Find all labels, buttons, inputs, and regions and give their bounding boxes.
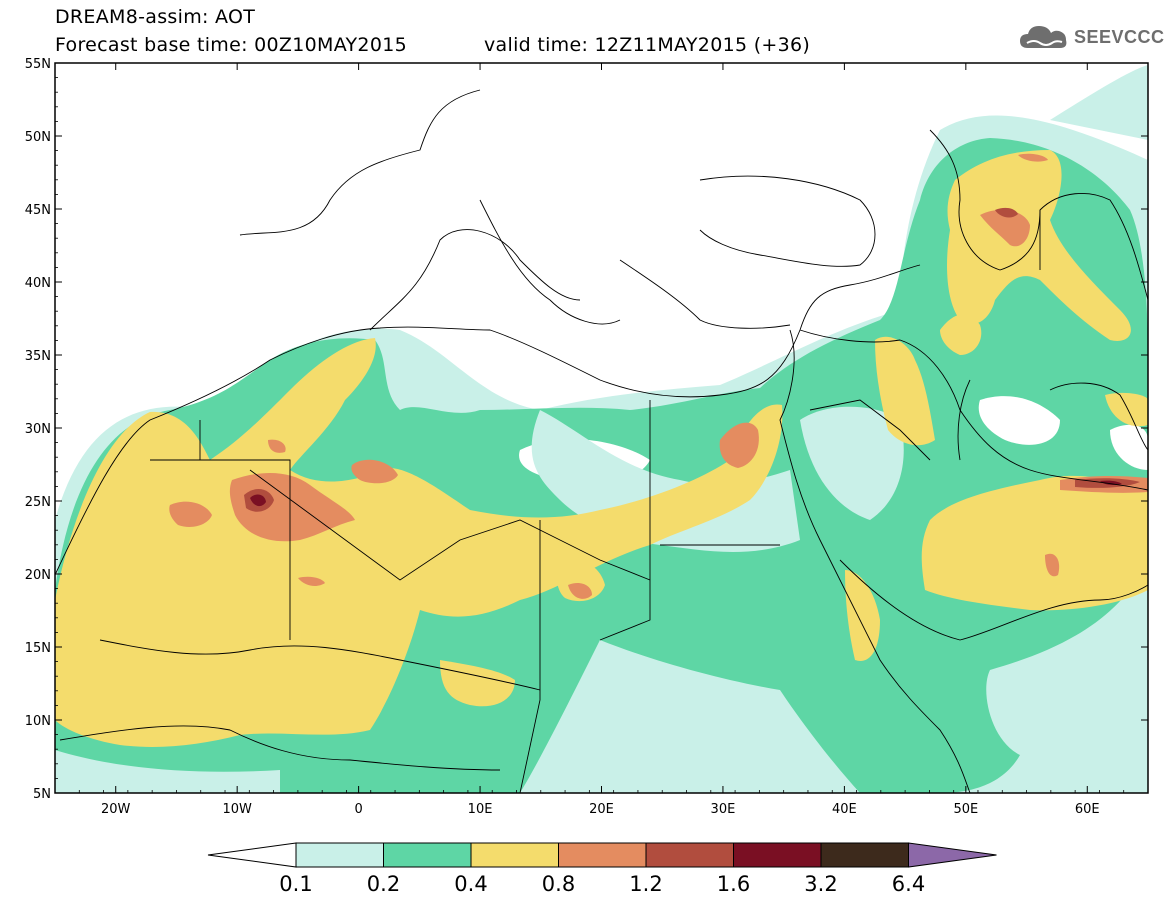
aot-band-1.6-3.2 — [250, 480, 1122, 507]
valid-time-label: valid time: 12Z11MAY2015 (+36) — [484, 34, 811, 56]
colorbar-swatch — [383, 842, 472, 868]
colorbar-swatch — [820, 842, 909, 868]
lon-tick-label: 0 — [354, 802, 362, 817]
lon-tick-label: 50E — [953, 802, 978, 817]
lat-tick-label: 35N — [25, 349, 51, 364]
lon-tick-label: 40E — [832, 802, 857, 817]
lat-tick-label: 10N — [25, 714, 51, 729]
chart-title: DREAM8-assim: AOT — [55, 6, 256, 28]
lon-tick-label: 30E — [711, 802, 736, 817]
colorbar-swatch — [558, 842, 647, 868]
country-borders — [55, 89, 1148, 793]
colorbar-label: 6.4 — [892, 872, 925, 896]
lat-tick-label: 50N — [25, 130, 51, 145]
colorbar-label: 1.2 — [629, 872, 662, 896]
colorbar-label: 0.2 — [367, 872, 400, 896]
colorbar-label: 0.4 — [454, 872, 487, 896]
longitude-axis: 20W 10W 0 10E 20E 30E 40E 50E 60E — [54, 63, 1149, 817]
lat-tick-label: 45N — [25, 203, 51, 218]
lat-tick-label: 5N — [33, 787, 51, 802]
colorbar-swatch — [470, 842, 559, 868]
colorbar-label: 1.6 — [717, 872, 750, 896]
colorbar-label: 3.2 — [804, 872, 837, 896]
lat-tick-label: 25N — [25, 495, 51, 510]
lon-tick-label: 20E — [589, 802, 614, 817]
colorbar-swatch — [645, 842, 734, 868]
aot-band-0.4-0.8 — [55, 150, 1148, 747]
colorbar-swatch — [295, 842, 384, 868]
lon-tick-label: 60E — [1075, 802, 1100, 817]
lat-tick-label: 30N — [25, 422, 51, 437]
base-time-label: Forecast base time: 00Z10MAY2015 — [55, 34, 407, 56]
lat-tick-label: 40N — [25, 276, 51, 291]
seevccc-logo: SEEVCCC — [1018, 22, 1165, 52]
colorbar: 0.1 0.2 0.4 0.8 1.2 1.6 3.2 6.4 — [207, 842, 997, 896]
colorbar-label: 0.1 — [279, 872, 312, 896]
lon-tick-label: 10W — [222, 802, 252, 817]
colorbar-label: 0.8 — [542, 872, 575, 896]
cloud-icon — [1020, 26, 1067, 48]
lon-tick-label: 20W — [101, 802, 131, 817]
logo-text: SEEVCCC — [1074, 26, 1165, 47]
latitude-axis: 55N 50N 45N 40N 35N 30N 25N 20N 15N 10N 5N — [25, 57, 1148, 802]
colorbar-over-arrow — [908, 842, 997, 868]
colorbar-under-arrow — [207, 842, 297, 868]
aot-band-0.1-0.2-south — [55, 406, 904, 793]
lon-tick-label: 10E — [468, 802, 493, 817]
colorbar-swatch — [733, 842, 822, 868]
lat-tick-label: 20N — [25, 568, 51, 583]
lat-tick-label: 55N — [25, 57, 51, 72]
lat-tick-label: 15N — [25, 641, 51, 656]
